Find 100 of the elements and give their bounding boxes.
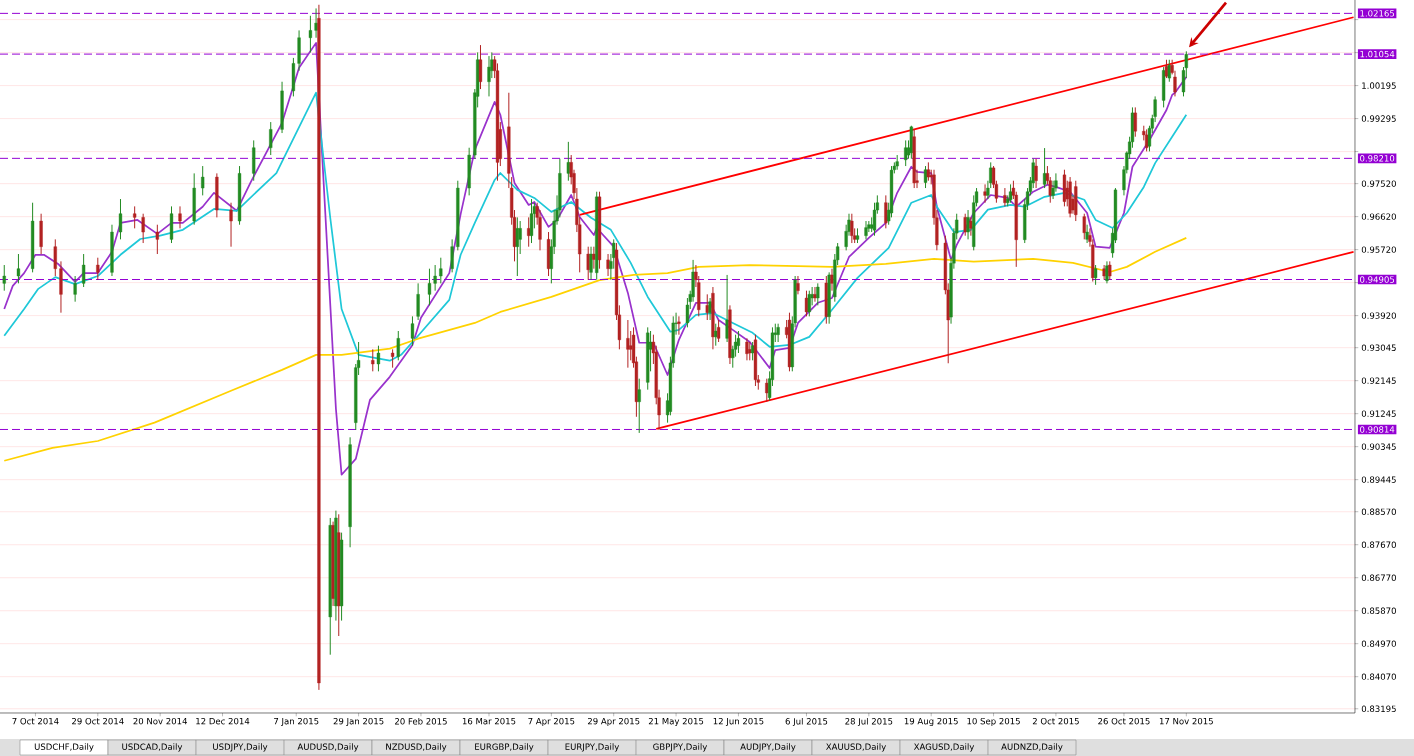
candlestick: [807, 290, 811, 317]
text: AUDNZD,Daily: [1001, 743, 1063, 752]
candlestick: [677, 315, 681, 336]
y-tick-label: 0.85870: [1361, 607, 1396, 614]
candlestick: [714, 323, 718, 347]
y-tick-label: 0.84970: [1361, 640, 1396, 647]
candlestick: [1008, 183, 1013, 204]
y-tick-label: 0.93045: [1361, 344, 1396, 351]
text: EURJPY,Daily: [565, 743, 620, 752]
ref-line-label: 1.02165: [1360, 10, 1395, 17]
candlestick: [141, 213, 145, 244]
candlestick: [1108, 260, 1112, 281]
candlestick: [229, 202, 233, 248]
x-tick-label: 29 Jan 2015: [333, 717, 384, 726]
x-tick-label: 28 Jul 2015: [845, 717, 893, 727]
candlestick: [515, 216, 519, 277]
y-tick-label: 0.86770: [1361, 574, 1396, 581]
y-tick-label: 0.96620: [1361, 213, 1396, 220]
line-series: [3, 237, 1188, 462]
candlestick: [1093, 264, 1098, 286]
x-tick-label: 29 Oct 2014: [72, 717, 124, 725]
candlestick: [518, 220, 522, 255]
x-tick-label: 20 Feb 2015: [395, 717, 447, 725]
candlestick: [439, 257, 443, 284]
candlestick: [969, 216, 973, 237]
y-tick-label: 0.95720: [1361, 246, 1396, 253]
candlestick: [478, 44, 483, 90]
y-tick-label: 0.97520: [1361, 180, 1396, 187]
text: GBPJPY,Daily: [653, 743, 708, 752]
candlestick: [371, 348, 375, 372]
text: XAUUSD,Daily: [826, 743, 886, 752]
candlestick: [308, 15, 313, 53]
candlestick: [390, 348, 395, 369]
candlestick: [82, 253, 86, 288]
x-tick-label: 29 Apr 2015: [587, 717, 640, 727]
candlestick: [606, 253, 610, 277]
ref-line-label: 1.01054: [1360, 50, 1395, 58]
candlestick: [923, 165, 928, 189]
line-series: [3, 91, 1188, 362]
x-tick-label: 7 Jan 2015: [274, 717, 319, 726]
candlestick: [725, 274, 729, 343]
candlestick: [410, 315, 415, 347]
candlestick: [1034, 158, 1038, 189]
y-tick-label: 0.99295: [1361, 115, 1396, 122]
text: USDJPY,Daily: [213, 743, 268, 752]
candlestick: [487, 55, 491, 97]
x-tick-label: 7 Apr 2015: [528, 717, 575, 727]
y-tick-label: 0.91245: [1361, 410, 1396, 417]
candlestick: [566, 141, 570, 182]
y-tick-label: 0.92145: [1361, 377, 1396, 384]
text: USDCHF,Daily: [34, 743, 94, 752]
candlestick: [118, 198, 123, 240]
candlestick: [705, 293, 709, 321]
candlestick: [1082, 213, 1086, 240]
x-tick-label: 2 Oct 2015: [1032, 717, 1079, 725]
x-tick-label: 21 May 2015: [648, 717, 704, 727]
x-tick-label: 10 Sep 2015: [967, 717, 1020, 727]
candlestick: [926, 161, 930, 182]
candlestick: [963, 213, 967, 237]
candlestick: [16, 253, 21, 284]
candlestick: [73, 275, 77, 303]
candlestick: [813, 286, 817, 303]
ref-line-label: 0.94905: [1360, 276, 1395, 283]
candlestick: [314, 7, 318, 39]
candlestick: [708, 297, 712, 321]
x-tick-label: 16 Mar 2015: [462, 717, 516, 725]
text: AUDUSD,Daily: [297, 743, 359, 752]
candlestick: [796, 275, 800, 295]
x-tick-label: 12 Jun 2015: [713, 717, 764, 726]
candlestick: [1133, 106, 1137, 138]
candlestick: [830, 268, 834, 292]
candlestick: [450, 238, 454, 273]
candlestick: [376, 345, 381, 372]
y-tick-label: 0.90345: [1361, 443, 1396, 450]
y-tick-label: 0.93920: [1361, 312, 1396, 319]
x-tick-label: 7 Oct 2014: [12, 717, 59, 725]
y-tick-label: 0.84070: [1361, 673, 1396, 680]
candlestick: [804, 290, 809, 317]
text: NZDUSD,Daily: [386, 743, 447, 752]
ref-line-label: 0.90814: [1360, 426, 1395, 433]
y-tick-label: 0.88570: [1361, 508, 1396, 515]
candlestick: [637, 378, 641, 434]
text: EURGBP,Daily: [475, 743, 534, 752]
ref-line-label: 0.98210: [1360, 155, 1395, 162]
candlestick: [53, 238, 57, 277]
candlestick: [178, 205, 182, 229]
candlestick: [2, 264, 6, 292]
candlestick: [155, 224, 159, 255]
x-tick-label: 26 Oct 2015: [1098, 717, 1150, 725]
x-tick-label: 20 Nov 2014: [133, 717, 188, 725]
candlestick: [416, 282, 420, 321]
x-tick-label: 19 Aug 2015: [904, 717, 958, 727]
y-tick-label: 0.87670: [1361, 541, 1396, 548]
x-tick-label: 17 Nov 2015: [1159, 717, 1213, 725]
candlestick: [745, 337, 749, 361]
y-tick-label: 0.89445: [1361, 476, 1396, 483]
x-tick-label: 12 Dec 2014: [196, 717, 250, 725]
text: AUDJPY,Daily: [740, 743, 796, 752]
candlestick: [589, 246, 593, 281]
text: USDCAD,Daily: [122, 743, 183, 752]
